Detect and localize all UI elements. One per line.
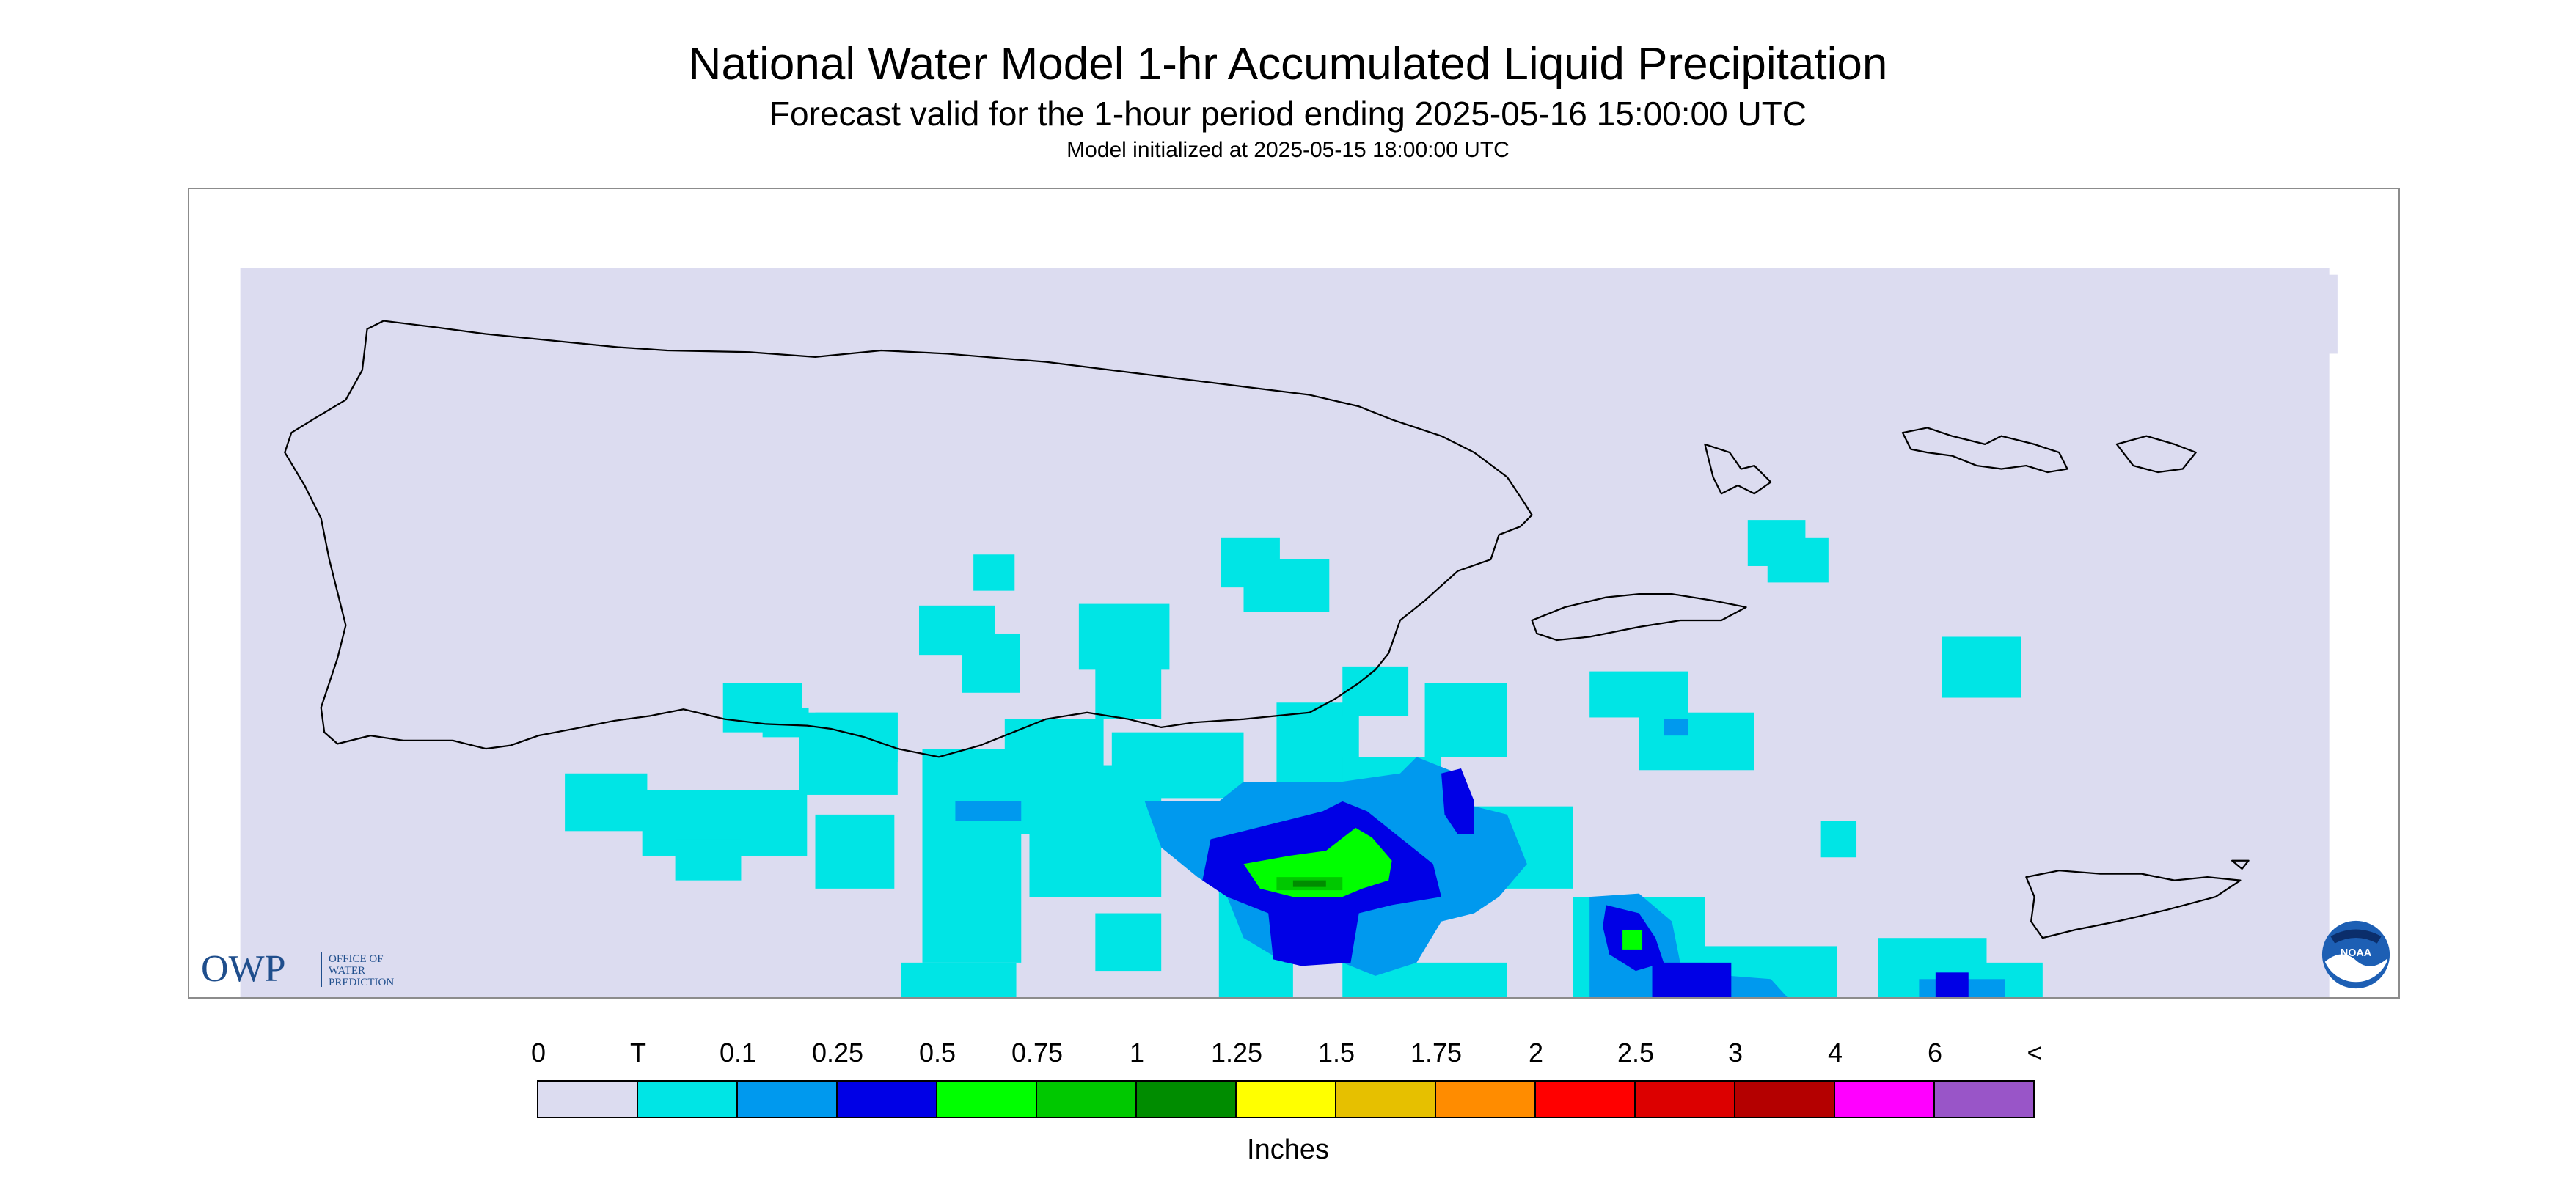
legend-swatch-7	[1237, 1082, 1336, 1117]
legend-swatch-12	[1735, 1082, 1835, 1117]
legend-tick-9: 1.75	[1410, 1038, 1463, 1068]
model-init-line: Model initialized at 2025-05-15 18:00:00…	[1066, 138, 1510, 162]
legend-swatch-3	[838, 1082, 937, 1117]
owp-logo-mark: OWP	[201, 948, 286, 990]
legend-tick-0: 0	[530, 1038, 546, 1068]
legend-tick-1: T	[630, 1038, 646, 1068]
legend-color-bar	[537, 1080, 2035, 1118]
legend-tick-12: 3	[1727, 1038, 1743, 1068]
precipitation-map	[240, 268, 2338, 997]
vieques-outline	[1531, 593, 1747, 642]
owp-logo-line-2: WATER	[329, 965, 365, 977]
legend-tick-8: 1.5	[1317, 1038, 1355, 1068]
noaa-logo-text: NOAA	[2341, 947, 2372, 959]
legend-tick-15: <	[2027, 1038, 2043, 1068]
legend-tick-5: 0.75	[1011, 1038, 1064, 1068]
legend-tick-7: 1.25	[1210, 1038, 1263, 1068]
legend-swatch-1	[638, 1082, 738, 1117]
legend-tick-13: 4	[1827, 1038, 1843, 1068]
legend-tick-10: 2	[1528, 1038, 1544, 1068]
legend-swatch-11	[1636, 1082, 1735, 1117]
owp-logo: OWP OFFICE OF WATER PREDICTION	[201, 948, 394, 990]
legend-swatch-14	[1935, 1082, 2033, 1117]
st-croix-outline	[2025, 870, 2242, 939]
map-panel: OWP OFFICE OF WATER PREDICTION NOAA	[188, 188, 2400, 999]
legend-swatch-2	[738, 1082, 838, 1117]
owp-logo-line-1: OFFICE OF	[329, 953, 384, 965]
legend-swatch-5	[1037, 1082, 1137, 1117]
precip-trace-areas	[565, 520, 2043, 997]
culebra-outline	[1704, 443, 1772, 495]
legend-tick-4: 0.5	[918, 1038, 956, 1068]
legend-tick-2: 0.1	[719, 1038, 757, 1068]
legend-swatch-10	[1536, 1082, 1636, 1117]
legend-tick-14: 6	[1927, 1038, 1943, 1068]
legend-swatch-4	[937, 1082, 1037, 1117]
legend-swatch-8	[1336, 1082, 1436, 1117]
coastlines	[284, 320, 2250, 939]
forecast-valid-subtitle: Forecast valid for the 1-hour period end…	[769, 95, 1807, 133]
legend-tick-3: 0.25	[811, 1038, 864, 1068]
legend-swatch-9	[1436, 1082, 1536, 1117]
legend-tick-6: 1	[1129, 1038, 1145, 1068]
puerto-rico-outline	[284, 320, 1533, 758]
legend-swatch-13	[1835, 1082, 1935, 1117]
legend-units-label: Inches	[1247, 1134, 1329, 1165]
precip-1-areas	[1292, 880, 1326, 887]
legend-tick-11: 2.5	[1617, 1038, 1655, 1068]
owp-logo-line-3: PREDICTION	[329, 977, 394, 988]
legend-swatch-6	[1137, 1082, 1237, 1117]
legend-swatch-0	[538, 1082, 638, 1117]
st-thomas-st-john-outline	[1901, 427, 2068, 474]
noaa-logo: NOAA	[2321, 920, 2390, 989]
map-title: National Water Model 1-hr Accumulated Li…	[688, 39, 1888, 89]
